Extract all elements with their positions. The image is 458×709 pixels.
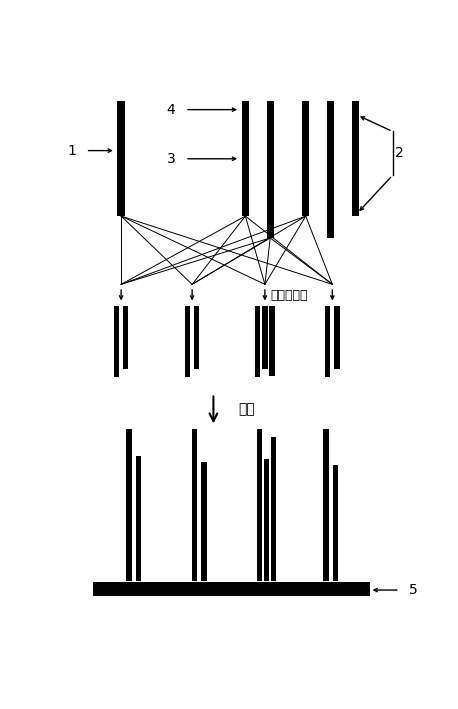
Bar bbox=[117, 101, 125, 216]
Bar bbox=[136, 457, 141, 581]
Bar bbox=[255, 306, 261, 377]
Bar bbox=[262, 306, 267, 369]
Text: 2: 2 bbox=[395, 146, 404, 160]
Bar bbox=[271, 437, 277, 581]
Bar bbox=[302, 101, 309, 216]
Bar bbox=[242, 101, 249, 216]
Bar bbox=[192, 429, 197, 581]
Bar bbox=[327, 101, 334, 238]
Bar bbox=[269, 306, 275, 376]
Bar bbox=[323, 429, 328, 581]
Text: 1: 1 bbox=[67, 144, 76, 157]
Bar bbox=[185, 306, 190, 377]
Bar bbox=[123, 306, 128, 369]
Bar bbox=[93, 582, 370, 596]
Text: 3: 3 bbox=[166, 152, 175, 166]
Bar bbox=[114, 306, 119, 377]
Bar bbox=[325, 306, 330, 377]
Bar bbox=[352, 101, 359, 216]
Bar bbox=[264, 459, 269, 581]
Bar bbox=[126, 429, 131, 581]
Bar bbox=[267, 101, 274, 238]
Bar bbox=[334, 306, 340, 369]
Text: 5: 5 bbox=[409, 583, 417, 597]
Text: 混合、复性: 混合、复性 bbox=[270, 289, 308, 302]
Bar bbox=[194, 306, 199, 369]
Bar bbox=[333, 464, 338, 581]
Text: 4: 4 bbox=[166, 103, 175, 117]
Bar bbox=[257, 429, 262, 581]
Text: 点样: 点样 bbox=[238, 403, 255, 416]
Bar bbox=[201, 462, 207, 581]
